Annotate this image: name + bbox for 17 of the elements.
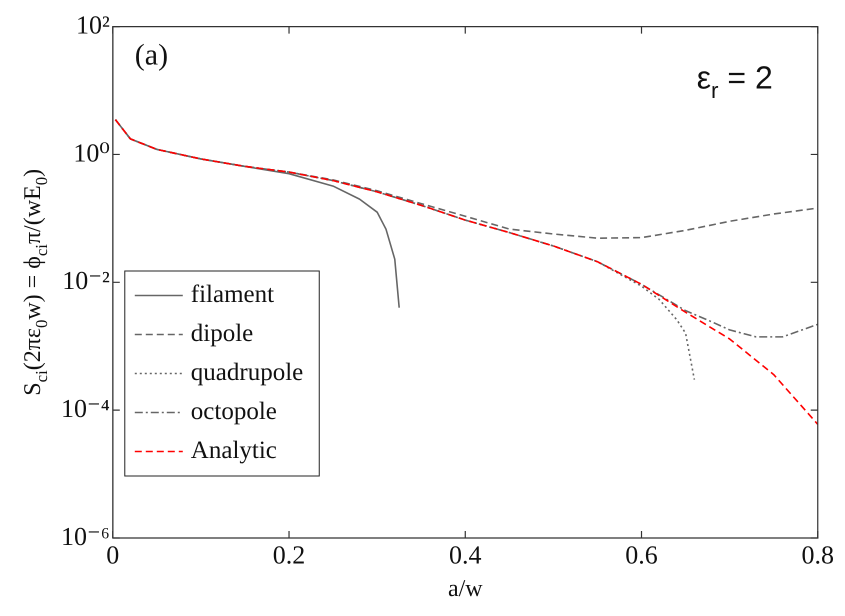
legend-label: filament [190,281,274,308]
x-tick-label: 0.8 [802,540,834,570]
annotation: (a) [134,38,168,72]
x-tick-label: 0.2 [272,540,306,570]
y-tick-label: 10⁰ [73,138,110,168]
legend-label: octopole [190,398,277,426]
x-tick-label: 0 [106,540,120,570]
x-axis-title: a/w [448,576,484,602]
legend-label: Analytic [190,437,277,464]
y-tick-label: 10² [76,10,110,40]
y-tick-label: 10⁻⁴ [60,394,110,423]
y-tick-label: 10⁻² [62,266,110,296]
x-tick-label: 0.6 [625,540,658,570]
text: Sci(2πε0w) = ϕciπ/(wE0) [20,168,52,396]
x-tick-label: 0.4 [449,540,482,570]
legend-label: dipole [190,320,254,348]
legend-label: quadrupole [190,359,304,386]
